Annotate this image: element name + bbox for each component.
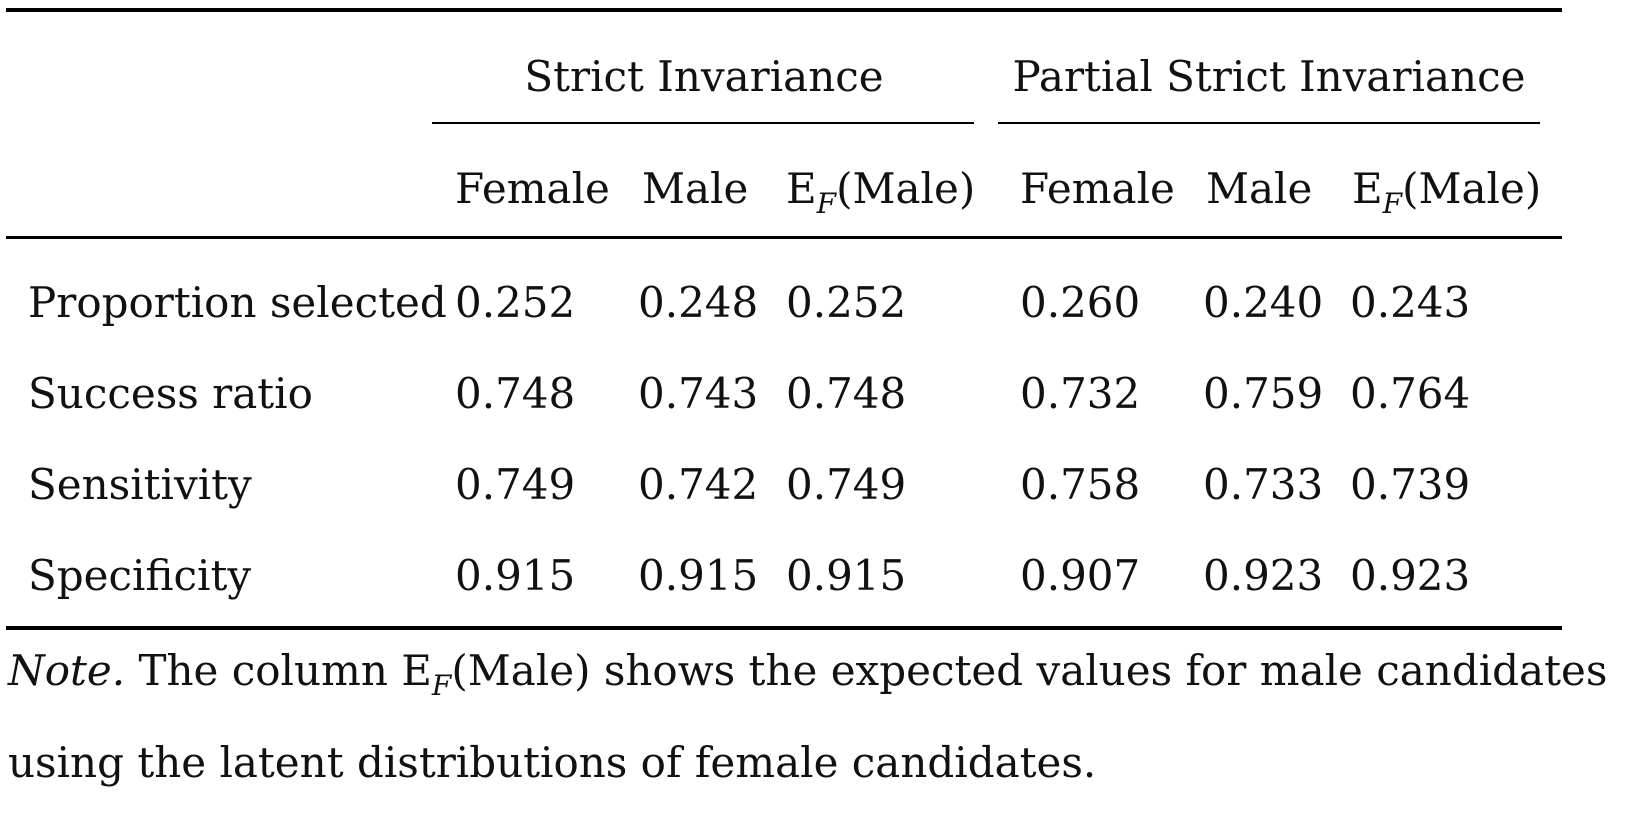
column-header-suffix: (Male) [1402,164,1542,213]
column-header-male: Male [642,168,748,210]
column-header-suffix: (Male) [836,164,976,213]
column-header-subscript: F [1382,187,1403,220]
header-bottom-rule [6,236,1562,239]
column-header-male: Male [1206,168,1312,210]
column-header-label: Male [1206,164,1313,213]
cell-value: 0.260 [1020,278,1141,327]
cell-value: 0.907 [1020,551,1141,600]
group-header-partial-strict-invariance: Partial Strict Invariance [1012,52,1526,101]
cell-value: 0.748 [786,369,907,418]
cell-value: 0.749 [455,460,576,509]
note-line-1: Note. The column EF(Male) shows the expe… [8,650,1607,700]
cell-value: 0.923 [1350,551,1471,600]
note-line-2: using the latent distributions of female… [8,738,1097,787]
cell-value: 0.739 [1350,460,1471,509]
group-header-strict-invariance: Strict Invariance [524,52,884,101]
row-label-sensitivity: Sensitivity [28,460,252,509]
note-subscript: F [431,669,452,702]
cell-value: 0.733 [1203,460,1324,509]
group-underline-partial-strict-invariance [998,122,1540,124]
cell-value: 0.915 [455,551,576,600]
column-header-ef-male: EF(Male) [1352,168,1541,218]
cell-value: 0.758 [1020,460,1141,509]
column-header-label: Female [455,164,610,213]
cell-value: 0.742 [638,460,759,509]
column-header-label: E [1352,164,1383,213]
cell-value: 0.243 [1350,278,1471,327]
cell-value: 0.915 [638,551,759,600]
column-header-label: E [786,164,817,213]
bottom-rule [6,626,1562,630]
cell-value: 0.240 [1203,278,1324,327]
column-header-ef-male: EF(Male) [786,168,975,218]
column-header-label: Male [642,164,749,213]
column-header-female: Female [1020,168,1175,210]
note-text-continued: (Male) shows the expected values for mal… [451,646,1608,695]
cell-value: 0.248 [638,278,759,327]
cell-value: 0.732 [1020,369,1141,418]
cell-value: 0.749 [786,460,907,509]
column-header-subscript: F [816,187,837,220]
cell-value: 0.252 [786,278,907,327]
cell-value: 0.923 [1203,551,1324,600]
cell-value: 0.764 [1350,369,1471,418]
cell-value: 0.748 [455,369,576,418]
note-text: The column E [125,646,432,695]
row-label-proportion-selected: Proportion selected [28,278,447,327]
cell-value: 0.759 [1203,369,1324,418]
column-header-label: Female [1020,164,1175,213]
row-label-specificity: Specificity [28,551,252,600]
note-label: Note. [8,646,126,695]
cell-value: 0.252 [455,278,576,327]
top-rule [6,8,1562,12]
group-underline-strict-invariance [432,122,974,124]
row-label-success-ratio: Success ratio [28,369,313,418]
cell-value: 0.915 [786,551,907,600]
cell-value: 0.743 [638,369,759,418]
column-header-female: Female [455,168,610,210]
